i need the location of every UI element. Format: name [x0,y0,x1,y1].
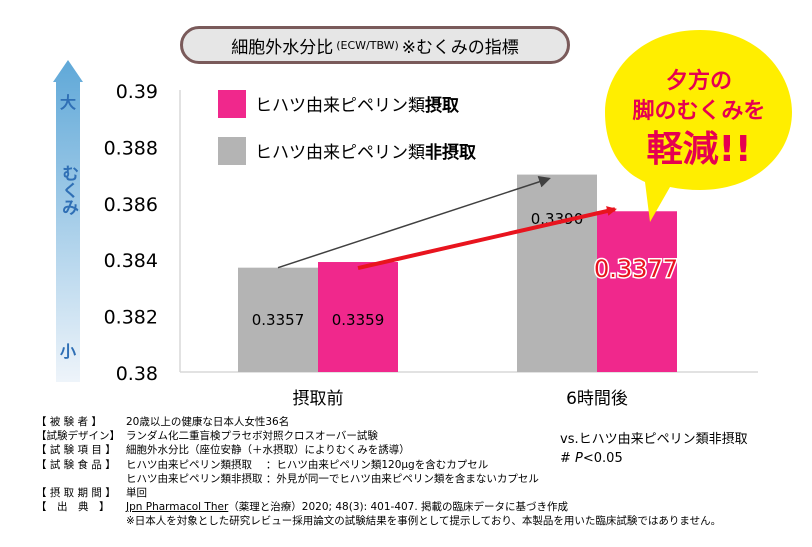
title-main: 細胞外水分比 [231,37,334,58]
y-tick-label: 0.38 [116,363,158,385]
trend-arrow-intake [357,206,617,270]
note-value: ヒハツ由来ピペリン類摂取 ：ヒハツ由来ピペリン類120μgを含むカプセル [126,458,489,471]
note-key: 【 出 典 】 [36,501,110,514]
note-period: 【 摂 取 期 間 】単回 [36,486,721,500]
y-arrow-bottom-label: 小 [60,342,76,361]
note-design: 【試験デザイン】 ランダム化二重盲検プラセボ対照クロスオーバー試験 [36,429,721,443]
callout-shape [605,30,792,222]
note-value: 単回 [126,487,147,500]
trend-arrow-non-intake [277,176,551,269]
x-tick-label: 摂取前 [293,389,344,409]
y-arrow-mid-label: むくみ [58,165,78,216]
y-arrow-mid-text: むくみ [58,165,78,216]
note-key: 【 試 験 項 目 】 [36,444,116,457]
bar-non-intake-1 [517,174,597,372]
callout-line1: 夕方の [666,68,732,94]
legend-label-intake-plain: ヒハツ由来ピペリン類 [255,96,425,116]
legend-label-non-intake-plain: ヒハツ由来ピペリン類 [255,143,425,163]
bar-intake-1 [597,211,677,372]
chart-title: 細胞外水分比 (ECW/TBW) ※むくみの指標 [180,26,570,64]
title-sub: (ECW/TBW) [336,38,399,52]
bars [238,174,677,372]
legend-swatch-non-intake [218,137,246,165]
note-source: 【 出 典 】 Jpn Pharmacol Ther（薬理と治療）2020; 48… [36,500,721,514]
stat-note: vs.ヒハツ由来ピペリン類非摂取 # P<0.05 [560,430,748,468]
data-label-intake-1: 0.3377 [594,255,678,283]
bar-intake-0 [318,262,398,372]
callout-line2: 脚のむくみを [633,99,766,124]
legend-label-non-intake-bold: 非摂取 [425,142,476,163]
x-tick-labels: 摂取前 6時間後 [293,389,628,409]
stat-suffix: <0.05 [582,451,623,466]
note-source-value: Jpn Pharmacol Ther（薬理と治療）2020; 48(3): 40… [122,500,568,514]
legend-label-non-intake: ヒハツ由来ピペリン類非摂取 [255,142,476,163]
callout-line3: 軽減!! [647,129,752,170]
note-key: 【 摂 取 期 間 】 [36,487,116,500]
note-disclaimer: ※日本人を対象とした研究レビュー採用論文の試験結果を事例として提示しており、本製… [36,514,721,528]
stat-line1: vs.ヒハツ由来ピペリン類非摂取 [560,432,748,447]
stat-prefix: # [560,451,576,466]
note-journal: Jpn Pharmacol Ther [126,501,229,514]
note-source-detail: （薬理と治療）2020; 48(3): 401-407. 掲載の臨床データに基づ… [228,501,569,514]
legend: ヒハツ由来ピペリン類摂取 ヒハツ由来ピペリン類非摂取 [218,90,476,165]
note-disclaimer-text: ※日本人を対象とした研究レビュー採用論文の試験結果を事例として提示しており、本製… [126,515,722,528]
y-arrow-shape [53,60,83,382]
stat-p: P [575,451,583,466]
y-arrow-top-label: 大 [60,93,76,112]
chart-svg: 大 むくみ 小 0.39 0.388 0.386 0.384 0.382 0.38 摂取前… [53,30,792,409]
y-tick-label: 0.39 [116,81,158,103]
legend-label-intake-bold: 摂取 [425,95,459,116]
y-tick-labels: 0.39 0.388 0.386 0.384 0.382 0.38 [104,81,158,385]
y-arrow: 大 むくみ 小 [53,60,83,382]
legend-label-intake: ヒハツ由来ピペリン類摂取 [255,95,459,116]
note-food: 【 試 験 食 品 】ヒハツ由来ピペリン類摂取 ：ヒハツ由来ピペリン類120μg… [36,458,721,472]
bar-non-intake-0 [238,267,318,372]
note-key: 【 試 験 食 品 】 [36,458,116,471]
y-tick-label: 0.386 [104,194,158,216]
note-value: ランダム化二重盲検プラセボ対照クロスオーバー試験 [126,430,378,443]
note-subjects: 【 被 験 者 】 20歳以上の健康な日本人女性36名 [36,415,721,429]
legend-swatch-intake [218,90,246,118]
note-value: ヒハツ由来ピペリン類非摂取 ：外見が同一でヒハツ由来ピペリン類を含まないカプセル [126,472,539,485]
study-notes: 【 被 験 者 】 20歳以上の健康な日本人女性36名 【試験デザイン】 ランダム化… [36,415,721,529]
note-item: 【 試 験 項 目 】細胞外水分比（座位安静（＋水摂取）によりむくみを誘導） [36,443,721,457]
data-label-non-intake-0: 0.3357 [252,311,305,329]
note-value: 細胞外水分比（座位安静（＋水摂取）によりむくみを誘導） [126,444,410,457]
note-value: 20歳以上の健康な日本人女性36名 [126,416,290,428]
note-key: 【 被 験 者 】 [36,416,102,428]
y-tick-label: 0.382 [104,307,158,329]
y-tick-label: 0.388 [104,137,158,159]
y-tick-label: 0.384 [104,250,158,272]
note-key: 【試験デザイン】 [36,430,120,443]
stat-line2: # P<0.05 [560,449,748,468]
callout-bubble: 夕方の 脚のむくみを 軽減!! [605,30,792,222]
note-food-2: ヒハツ由来ピペリン類非摂取 ：外見が同一でヒハツ由来ピペリン類を含まないカプセル [36,472,721,486]
data-label-intake-0: 0.3359 [332,311,385,329]
x-tick-label: 6時間後 [566,389,628,409]
title-suffix: ※むくみの指標 [401,37,519,58]
